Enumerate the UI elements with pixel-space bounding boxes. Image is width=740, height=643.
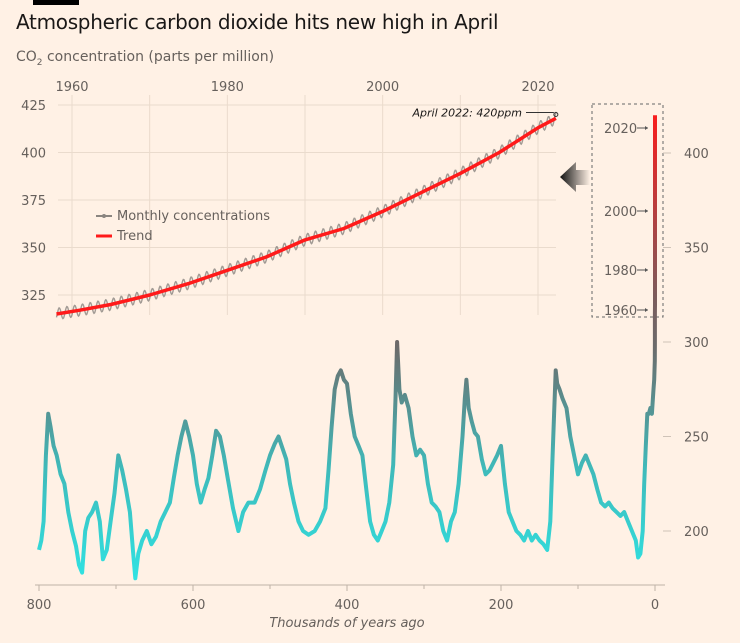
x-axis-label: Thousands of years ago xyxy=(269,616,424,631)
zoom-arrow-icon xyxy=(560,162,590,192)
zoom-box xyxy=(591,103,664,318)
legend-monthly-label: Monthly concentrations xyxy=(117,209,270,224)
arrowhead-icon xyxy=(645,308,648,312)
zoom-year-label: 2020 xyxy=(604,122,637,137)
legend-trend-label: Trend xyxy=(116,229,153,244)
arrowhead-icon xyxy=(645,268,648,272)
inset-y-tick-label: 400 xyxy=(21,147,46,162)
x-tick-label: 600 xyxy=(181,598,206,613)
y-tick-label: 300 xyxy=(684,336,709,351)
y-tick-label: 400 xyxy=(684,147,709,162)
zoom-year-label: 1980 xyxy=(604,264,637,279)
x-tick-label: 400 xyxy=(335,598,360,613)
inset-x-tick-label: 1980 xyxy=(211,80,244,95)
inset-x-tick-label: 1960 xyxy=(55,80,88,95)
annotation-label: April 2022: 420ppm xyxy=(411,107,522,120)
y-tick-label: 350 xyxy=(684,242,709,257)
x-tick-label: 800 xyxy=(27,598,52,613)
annotation-marker xyxy=(553,112,559,117)
inset-y-tick-label: 425 xyxy=(21,99,46,114)
trend-series-line xyxy=(56,116,557,316)
monthly-series-line xyxy=(55,111,558,320)
zoom-year-label: 2000 xyxy=(604,205,637,220)
inset-y-tick-label: 375 xyxy=(21,194,46,209)
inset-x-tick-label: 2000 xyxy=(366,80,399,95)
chart-title: Atmospheric carbon dioxide hits new high… xyxy=(16,10,499,34)
inset-chart: 325 350 375 400 425 1960 1980 2000 2020 April 202… xyxy=(21,80,664,320)
x-tick-label: 0 xyxy=(651,598,659,613)
brand-bar xyxy=(33,0,79,5)
inset-y-tick-label: 350 xyxy=(21,242,46,257)
chart-subtitle: CO2 concentration (parts per million) xyxy=(16,49,275,68)
arrowhead-icon xyxy=(645,209,648,213)
x-tick-label: 200 xyxy=(489,598,514,613)
inset-y-tick-label: 325 xyxy=(21,289,46,304)
inset-x-tick-label: 2020 xyxy=(521,80,554,95)
y-tick-label: 200 xyxy=(684,525,709,540)
ice-core-line xyxy=(37,115,657,581)
legend-monthly-marker xyxy=(102,214,106,218)
zoom-year-label: 1960 xyxy=(604,304,637,319)
arrowhead-icon xyxy=(645,126,648,130)
y-tick-label: 250 xyxy=(684,431,709,446)
